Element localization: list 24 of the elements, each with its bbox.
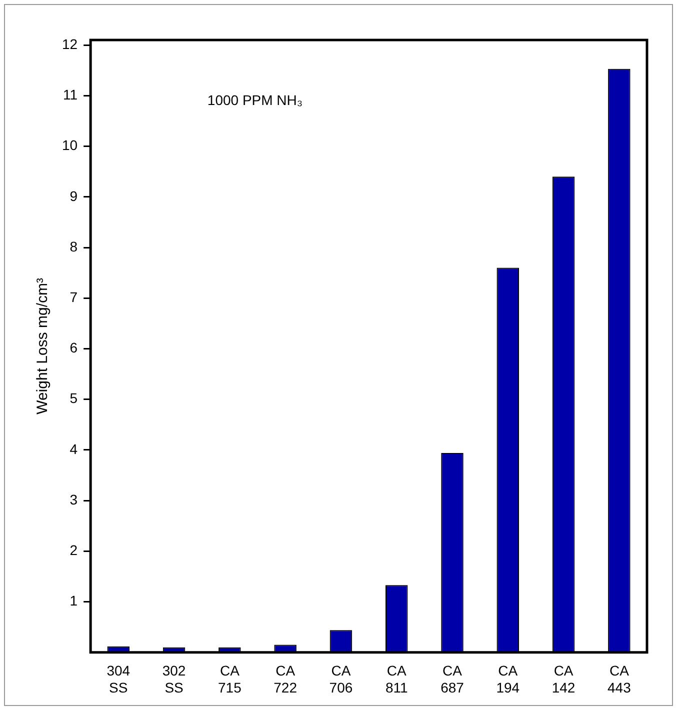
y-tick-label: 12 [62, 36, 78, 52]
y-tick-label: 8 [70, 238, 78, 254]
x-tick-label: CA 687 [440, 662, 464, 696]
y-tick-label: 7 [70, 288, 78, 305]
y-axis-title: Weight Loss mg/cm³ [34, 278, 52, 414]
y-tick-label: 6 [70, 340, 78, 356]
x-tick-label: 304 SS [106, 662, 130, 696]
y-tick-label: 1 [70, 592, 78, 609]
x-tick-label: CA 722 [274, 662, 298, 696]
x-tick-label: CA 443 [608, 662, 632, 696]
x-tick-label: CA 706 [329, 662, 353, 696]
x-tick-label: CA 715 [218, 662, 242, 696]
y-tick-label: 10 [62, 137, 78, 154]
y-tick-label: 3 [70, 491, 78, 508]
y-tick-label: 9 [70, 188, 78, 204]
x-tick-label: 302 SS [162, 662, 186, 696]
y-tick-label: 4 [70, 440, 78, 457]
x-tick-label: CA 194 [496, 662, 520, 696]
x-tick-label: CA 142 [552, 662, 576, 696]
annotation: 1000 PPM NH₃ [207, 92, 303, 108]
x-tick-label: CA 811 [385, 662, 408, 696]
y-tick-label: 2 [70, 542, 78, 558]
y-tick-label: 11 [63, 86, 78, 103]
y-tick-label: 5 [70, 390, 78, 406]
